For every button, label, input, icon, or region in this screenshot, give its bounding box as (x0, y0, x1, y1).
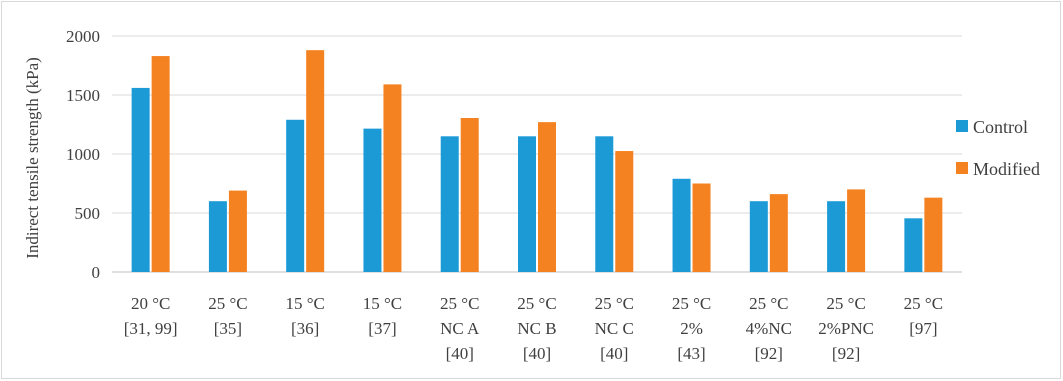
bar-modified (460, 118, 479, 272)
bar-control (827, 201, 846, 272)
legend-label: Modified (973, 159, 1040, 179)
bar-modified (769, 194, 788, 272)
bar-control (904, 218, 923, 272)
legend: Control Modified (956, 117, 1040, 179)
x-tick-label: NC C (595, 319, 634, 338)
x-tick-label: [40] (600, 344, 628, 363)
y-axis-tick-labels: 0 500 1000 1500 2000 (66, 27, 100, 282)
x-tick-label: [97] (909, 319, 937, 338)
x-tick-label: 15 °C (285, 294, 324, 313)
x-tick-label: [37] (368, 319, 396, 338)
x-axis-tick-labels: 20 °C [31, 99] 25 °C [35] 15 °C [36] 15 °C [37]… (124, 294, 943, 363)
x-tick-label: 25 °C (440, 294, 479, 313)
bar-modified (615, 151, 634, 272)
y-axis-title: Indirect tensile strength (kPa) (23, 57, 42, 259)
x-tick-label: 2%PNC (818, 319, 874, 338)
x-tick-label: [43] (677, 344, 705, 363)
x-tick-label: 25 °C (517, 294, 556, 313)
x-tick-label: 25 °C (904, 294, 943, 313)
legend-label: Control (973, 117, 1028, 137)
x-tick-label: 25 °C (749, 294, 788, 313)
gridlines (112, 35, 962, 273)
y-tick-label: 1000 (66, 145, 100, 164)
bar-control (672, 178, 691, 272)
y-tick-label: 500 (75, 204, 101, 223)
bar-modified (692, 183, 711, 272)
x-tick-label: 25 °C (595, 294, 634, 313)
bar-modified (538, 122, 556, 272)
bar-modified (151, 56, 170, 273)
x-tick-label: 25 °C (672, 294, 711, 313)
x-tick-label: NC B (517, 319, 556, 338)
bar-modified (306, 50, 325, 272)
x-tick-label: [36] (291, 319, 319, 338)
bar-control (363, 128, 382, 272)
bar-modified (847, 189, 866, 272)
x-tick-label: 15 °C (363, 294, 402, 313)
bar-control (749, 201, 768, 272)
bar-control (208, 201, 227, 272)
x-tick-label: [40] (446, 344, 474, 363)
x-tick-label: 20 °C (131, 294, 170, 313)
x-tick-label: 25 °C (826, 294, 865, 313)
bar-modified (924, 197, 943, 272)
x-tick-label: 25 °C (208, 294, 247, 313)
x-tick-label: [40] (523, 344, 551, 363)
x-tick-label: 2% (680, 319, 703, 338)
bar-control (286, 119, 305, 272)
y-tick-label: 0 (92, 263, 101, 282)
x-tick-label: 4%NC (746, 319, 792, 338)
bars (131, 50, 943, 273)
bar-control (518, 136, 536, 272)
x-tick-label: [92] (755, 344, 783, 363)
x-tick-label: [35] (214, 319, 242, 338)
x-tick-label: [31, 99] (124, 319, 178, 338)
bar-control (595, 136, 614, 272)
legend-swatch (956, 120, 968, 132)
x-tick-label: NC A (440, 319, 480, 338)
y-tick-label: 1500 (66, 86, 100, 105)
x-tick-label: [92] (832, 344, 860, 363)
bar-modified (383, 84, 402, 272)
legend-swatch (956, 162, 968, 174)
bar-control (440, 136, 459, 272)
bar-control (131, 87, 150, 272)
y-tick-label: 2000 (66, 27, 100, 46)
bar-modified (228, 190, 247, 272)
